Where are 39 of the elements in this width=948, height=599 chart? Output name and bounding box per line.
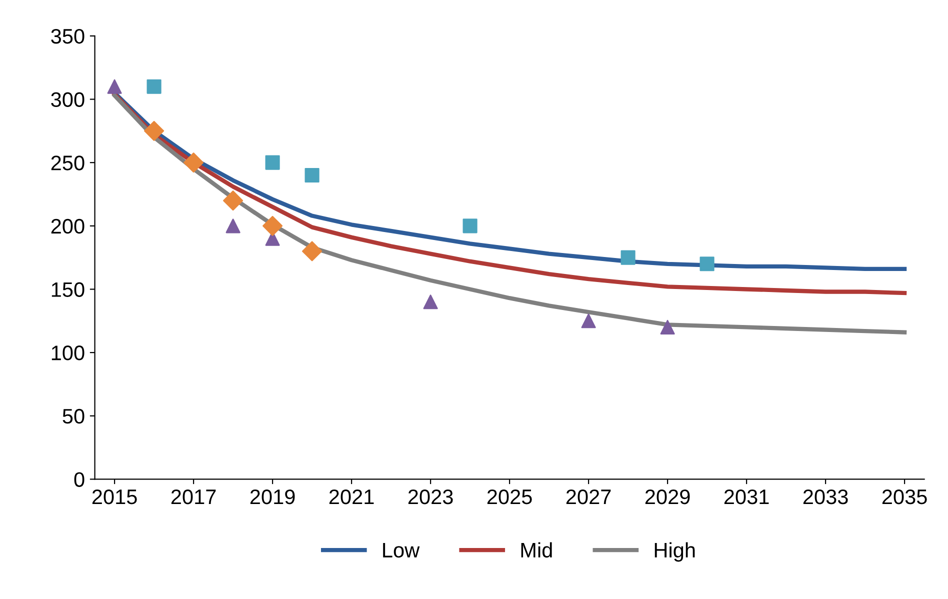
y-tick-label: 250 — [51, 156, 84, 170]
point — [146, 79, 162, 94]
y-tick-label: 350 — [51, 28, 84, 44]
point — [620, 250, 636, 265]
point — [265, 155, 280, 170]
point — [700, 256, 714, 272]
point — [304, 168, 320, 183]
point — [184, 152, 204, 173]
legend-label: Mid — [521, 542, 552, 558]
x-tick-label: 2017 — [171, 489, 216, 504]
point — [226, 218, 240, 234]
x-tick-label: 2035 — [882, 489, 927, 504]
y-tick-label: 200 — [51, 218, 84, 234]
x-tick-label: 2027 — [566, 489, 611, 504]
point — [144, 120, 164, 141]
x-tick-label: 2025 — [487, 489, 532, 504]
y-tick-label: 300 — [51, 92, 84, 108]
point — [262, 216, 283, 236]
point — [423, 294, 438, 310]
line-series — [112, 93, 907, 334]
x-tick-label: 2023 — [408, 489, 453, 504]
y-tick-label: 50 — [62, 408, 84, 424]
y-tick-label: 150 — [52, 282, 84, 297]
y-tick-label: 100 — [52, 346, 84, 360]
point — [462, 218, 478, 234]
point — [302, 241, 322, 262]
x-tick-label: 2031 — [724, 489, 769, 504]
x-tick-label: 2029 — [645, 489, 690, 504]
point — [660, 320, 675, 335]
legend-label: Low — [383, 543, 420, 558]
x-tick-label: 2019 — [250, 489, 295, 504]
point — [107, 79, 122, 94]
x-tick-label: 2021 — [329, 489, 374, 504]
y-tick-label: 0 — [74, 472, 84, 487]
point — [581, 314, 596, 328]
x-tick-label: 2033 — [803, 489, 848, 504]
point — [223, 190, 244, 211]
legend-label: High — [654, 542, 695, 562]
x-tick-label: 2015 — [92, 489, 137, 504]
